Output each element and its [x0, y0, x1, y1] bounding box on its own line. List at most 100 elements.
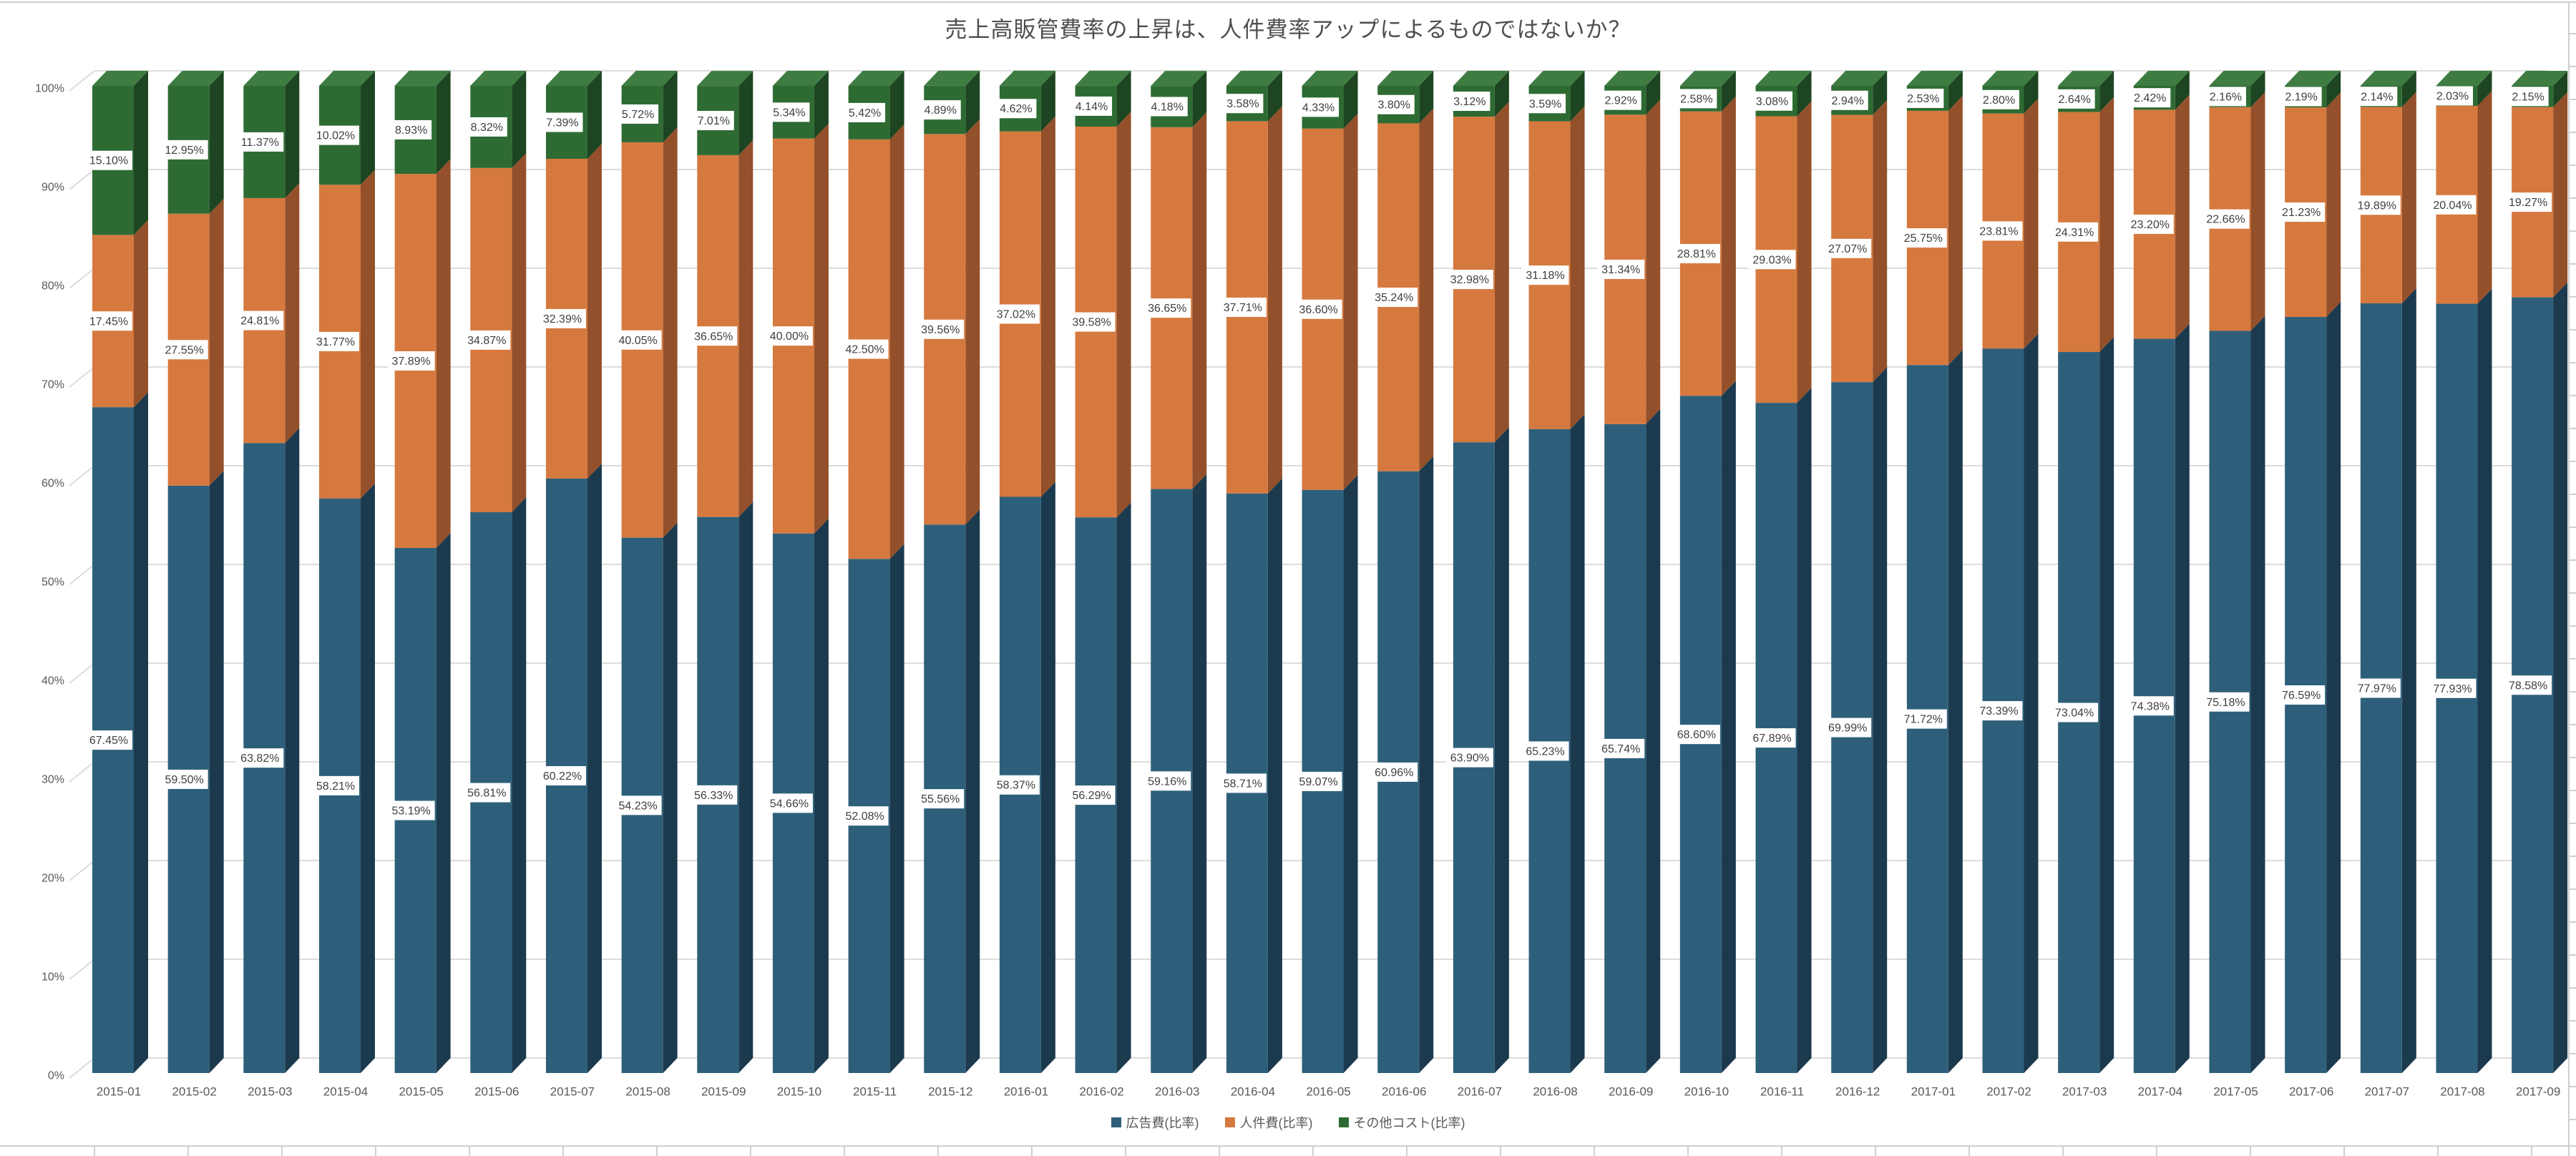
bar-segment-side[interactable] [1873, 99, 1888, 383]
bar-segment-side[interactable] [2553, 71, 2568, 107]
bar-segment-top[interactable] [2058, 71, 2114, 87]
bar-segment-top[interactable] [697, 71, 753, 87]
bar-segment-side[interactable] [436, 159, 451, 548]
bar-segment-side[interactable] [2024, 98, 2039, 349]
bar-segment-side[interactable] [2024, 71, 2039, 114]
bar-segment-side[interactable] [285, 71, 300, 198]
bar-segment-side[interactable] [1267, 71, 1282, 122]
bar-segment-side[interactable] [1570, 106, 1585, 429]
bar-segment-side[interactable] [1343, 474, 1358, 1073]
bar-segment-side[interactable] [1797, 101, 1812, 403]
bar-segment-top[interactable] [1528, 71, 1585, 86]
bar-segment-side[interactable] [1570, 413, 1585, 1073]
bar-segment-side[interactable] [1343, 71, 1358, 129]
bar-segment-top[interactable] [1075, 70, 1131, 86]
bar-segment-side[interactable] [889, 71, 904, 139]
bar-segment-side[interactable] [889, 544, 904, 1073]
bar-segment-top[interactable] [1453, 71, 1509, 86]
bar-segment-side[interactable] [2250, 71, 2265, 107]
bar-segment-side[interactable] [1873, 71, 1888, 115]
bar-segment-side[interactable] [814, 123, 829, 534]
bar-segment-side[interactable] [965, 509, 980, 1073]
bar-segment-side[interactable] [2553, 92, 2568, 298]
bar-segment-side[interactable] [1267, 106, 1282, 494]
bar-segment-top[interactable] [1302, 71, 1358, 86]
bar-segment-side[interactable] [512, 152, 527, 513]
bar-segment-side[interactable] [360, 71, 375, 185]
bar-segment-side[interactable] [1116, 111, 1131, 518]
bar-segment-side[interactable] [436, 70, 451, 175]
bar-segment-side[interactable] [1797, 71, 1812, 117]
bar-segment-side[interactable] [2099, 97, 2114, 353]
bar-segment-side[interactable] [2175, 94, 2190, 339]
bar-segment-side[interactable] [2477, 71, 2492, 107]
bar-segment-side[interactable] [2250, 92, 2265, 331]
bar-segment-top[interactable] [545, 71, 602, 86]
bar-segment-side[interactable] [738, 139, 753, 517]
bar-segment-top[interactable] [2436, 71, 2492, 86]
bar-segment-top[interactable] [924, 70, 980, 86]
bar-segment-top[interactable] [2209, 71, 2265, 86]
bar-segment-side[interactable] [2401, 288, 2416, 1073]
bar-segment-side[interactable] [1646, 408, 1661, 1073]
bar-segment-side[interactable] [587, 143, 602, 479]
bar-segment-side[interactable] [1116, 502, 1131, 1073]
bar-segment-top[interactable] [1679, 71, 1736, 87]
bar-segment-top[interactable] [2285, 70, 2341, 86]
bar-segment-side[interactable] [1646, 99, 1661, 424]
bar-segment-side[interactable] [814, 518, 829, 1073]
bar-segment-side[interactable] [360, 170, 375, 499]
bar-segment-side[interactable] [1721, 71, 1736, 112]
legend-item-ad[interactable]: 広告費(比率) [1111, 1113, 1199, 1132]
bar-segment-side[interactable] [2175, 323, 2190, 1073]
bar-segment-top[interactable] [243, 71, 300, 86]
bar-segment-side[interactable] [1948, 71, 1963, 111]
bar-segment-top[interactable] [621, 71, 678, 86]
bar-segment-side[interactable] [2401, 92, 2416, 304]
bar-segment-side[interactable] [2553, 282, 2568, 1074]
bar-segment-side[interactable] [2024, 333, 2039, 1073]
bar-segment-side[interactable] [1948, 95, 1963, 366]
bar-segment-side[interactable] [512, 71, 527, 168]
bar-segment-side[interactable] [814, 71, 829, 139]
bar-segment-side[interactable] [2175, 71, 2190, 110]
bar-segment-top[interactable] [394, 70, 451, 86]
bar-segment-side[interactable] [1192, 112, 1207, 489]
bar-segment-side[interactable] [134, 71, 148, 235]
bar-segment-side[interactable] [2326, 92, 2341, 318]
bar-segment-side[interactable] [1419, 456, 1434, 1073]
bar-segment-side[interactable] [1721, 96, 1736, 396]
bar-segment-top[interactable] [772, 71, 829, 86]
bar-segment-side[interactable] [2099, 71, 2114, 112]
bar-segment-top[interactable] [2512, 71, 2568, 86]
bar-segment-top[interactable] [1831, 71, 1888, 86]
bar-segment-side[interactable] [1040, 70, 1055, 132]
bar-segment-side[interactable] [1419, 71, 1434, 124]
bar-segment-side[interactable] [1116, 70, 1131, 127]
bar-segment-top[interactable] [167, 71, 224, 86]
bar-segment-side[interactable] [2099, 337, 2114, 1074]
bar-segment-side[interactable] [1267, 478, 1282, 1073]
bar-segment-top[interactable] [999, 70, 1055, 86]
bar-segment-side[interactable] [587, 71, 602, 159]
bar-segment-side[interactable] [2477, 288, 2492, 1073]
bar-segment-side[interactable] [1721, 381, 1736, 1073]
bar-segment-top[interactable] [848, 71, 904, 86]
bar-segment-side[interactable] [2326, 70, 2341, 108]
bar-segment-side[interactable] [738, 501, 753, 1073]
legend-item-personnel[interactable]: 人件費(比率) [1224, 1113, 1313, 1132]
bar-segment-side[interactable] [2250, 315, 2265, 1073]
bar-segment-side[interactable] [209, 470, 224, 1073]
bar-segment-side[interactable] [965, 119, 980, 525]
bar-segment-top[interactable] [470, 71, 527, 86]
bar-segment-top[interactable] [1755, 71, 1812, 86]
bar-segment-side[interactable] [1570, 71, 1585, 122]
bar-segment-top[interactable] [1377, 71, 1434, 86]
bar-segment-top[interactable] [92, 71, 148, 86]
bar-segment-top[interactable] [1226, 71, 1282, 86]
bar-segment-side[interactable] [1192, 474, 1207, 1073]
bar-segment-side[interactable] [2401, 71, 2416, 107]
bar-segment-top[interactable] [1604, 71, 1661, 86]
bar-segment-side[interactable] [1040, 481, 1055, 1073]
